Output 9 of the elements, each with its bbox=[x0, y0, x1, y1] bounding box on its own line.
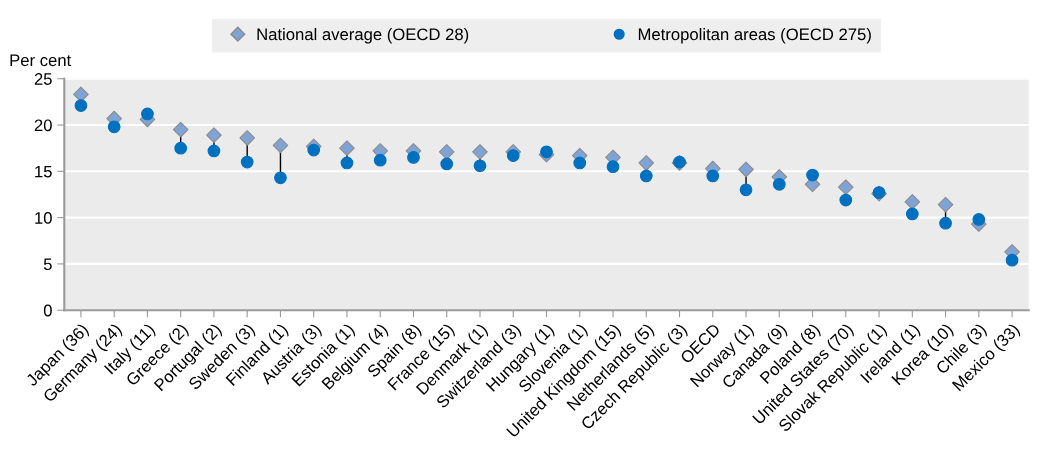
y-tick-label: 5 bbox=[43, 258, 52, 271]
y-axis-title: Per cent bbox=[10, 54, 72, 67]
y-tick-label: 15 bbox=[35, 165, 52, 178]
legend-label: National average (OECD 28) bbox=[257, 27, 469, 44]
y-tick-label: 20 bbox=[34, 119, 52, 132]
y-tick-label: 10 bbox=[35, 212, 52, 224]
legend-label: Metropolitan areas (OECD 275) bbox=[638, 27, 871, 44]
y-tick-label: 0 bbox=[43, 304, 52, 317]
y-tick-label: 25 bbox=[34, 73, 52, 85]
